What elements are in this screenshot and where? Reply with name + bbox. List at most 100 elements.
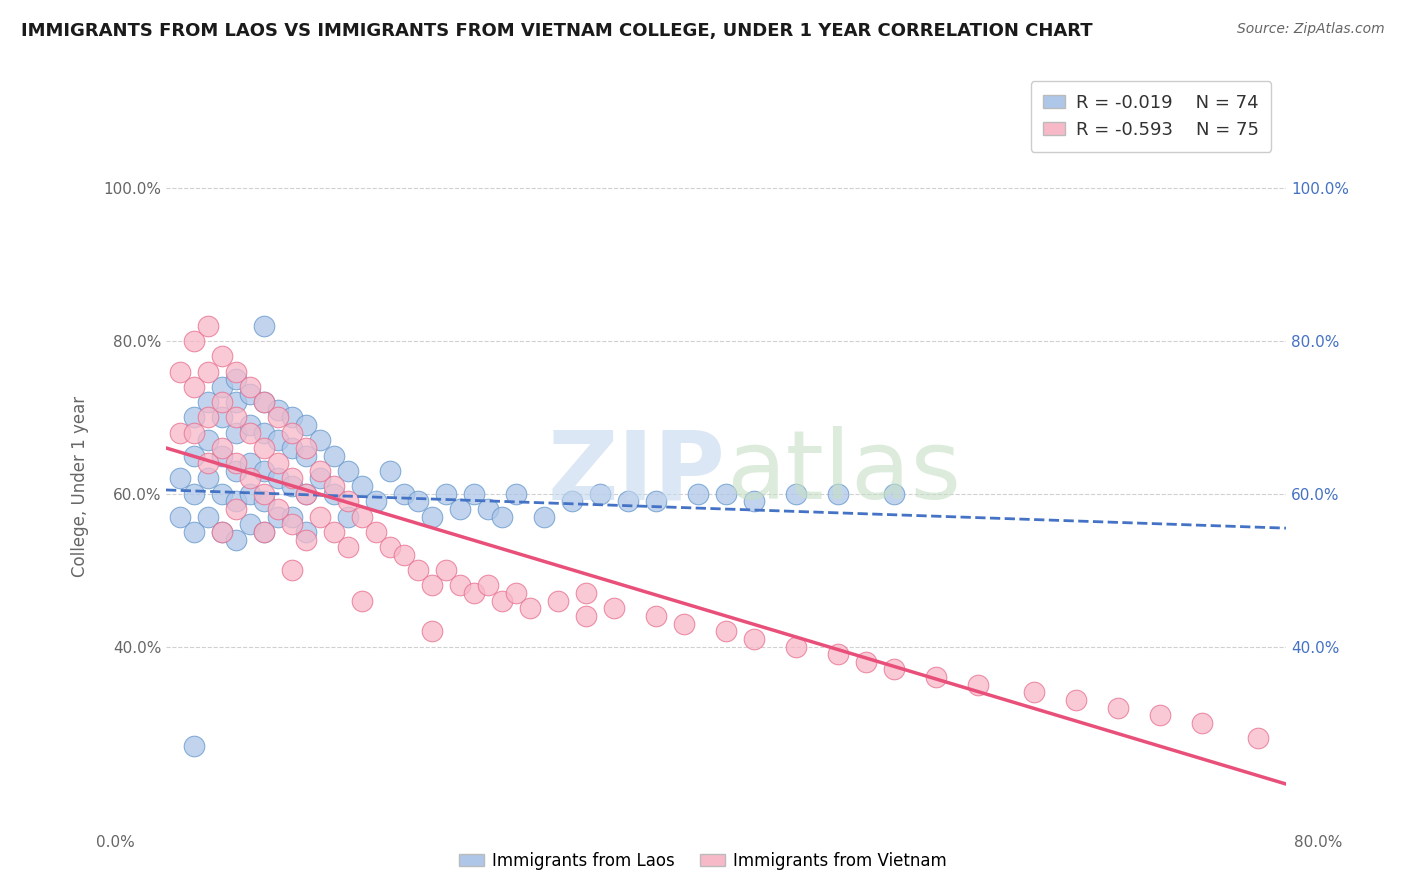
Point (519, 601, 541, 615)
Point (239, 417, 262, 432)
Point (239, 471, 262, 485)
Point (197, 509, 219, 524)
Point (463, 487, 485, 501)
Point (449, 502, 471, 516)
Point (211, 487, 233, 501)
Text: ZIP: ZIP (548, 426, 725, 519)
Point (336, 509, 359, 524)
Point (491, 509, 513, 524)
Text: Source: ZipAtlas.com: Source: ZipAtlas.com (1237, 22, 1385, 37)
Point (169, 509, 191, 524)
Point (827, 487, 849, 501)
Point (883, 487, 905, 501)
Point (420, 509, 443, 524)
Text: 0.0%: 0.0% (96, 836, 135, 850)
Point (183, 739, 205, 753)
Point (211, 449, 233, 463)
Text: 80.0%: 80.0% (1295, 836, 1343, 850)
Point (967, 678, 990, 692)
Point (211, 410, 233, 425)
Point (1149, 708, 1171, 723)
Point (295, 417, 318, 432)
Point (309, 471, 332, 485)
Point (589, 487, 612, 501)
Point (295, 487, 318, 501)
Point (183, 524, 205, 539)
Point (336, 494, 359, 508)
Point (742, 632, 765, 646)
Point (281, 509, 304, 524)
Point (197, 471, 219, 485)
Point (855, 655, 877, 669)
Point (183, 334, 205, 348)
Point (253, 318, 276, 333)
Point (295, 487, 318, 501)
Point (197, 434, 219, 448)
Point (406, 494, 429, 508)
Point (575, 609, 598, 624)
Point (169, 365, 191, 379)
Point (211, 524, 233, 539)
Point (239, 425, 262, 440)
Point (505, 586, 527, 600)
Point (253, 524, 276, 539)
Legend: R = -0.019    N = 74, R = -0.593    N = 75: R = -0.019 N = 74, R = -0.593 N = 75 (1031, 81, 1271, 152)
Point (197, 456, 219, 470)
Point (434, 563, 457, 577)
Point (785, 487, 807, 501)
Point (295, 524, 318, 539)
Point (309, 434, 332, 448)
Point (281, 479, 304, 493)
Point (323, 487, 346, 501)
Point (225, 410, 247, 425)
Point (336, 464, 359, 478)
Point (505, 487, 527, 501)
Point (211, 349, 233, 363)
Point (267, 502, 290, 516)
Point (645, 494, 668, 508)
Point (267, 471, 290, 485)
Point (281, 563, 304, 577)
Point (169, 471, 191, 485)
Point (225, 456, 247, 470)
Text: IMMIGRANTS FROM LAOS VS IMMIGRANTS FROM VIETNAM COLLEGE, UNDER 1 YEAR CORRELATIO: IMMIGRANTS FROM LAOS VS IMMIGRANTS FROM … (21, 22, 1092, 40)
Point (350, 509, 373, 524)
Point (183, 487, 205, 501)
Point (1107, 700, 1129, 714)
Point (686, 487, 709, 501)
Point (211, 441, 233, 455)
Point (785, 640, 807, 654)
Point (253, 395, 276, 409)
Point (183, 410, 205, 425)
Point (225, 464, 247, 478)
Point (253, 425, 276, 440)
Point (336, 540, 359, 554)
Point (420, 578, 443, 592)
Point (281, 471, 304, 485)
Point (295, 441, 318, 455)
Point (211, 395, 233, 409)
Point (883, 662, 905, 676)
Point (575, 586, 598, 600)
Point (267, 509, 290, 524)
Point (714, 487, 737, 501)
Point (197, 318, 219, 333)
Point (183, 449, 205, 463)
Point (211, 524, 233, 539)
Point (533, 509, 555, 524)
Point (225, 365, 247, 379)
Point (225, 502, 247, 516)
Point (211, 380, 233, 394)
Point (1064, 693, 1087, 707)
Point (672, 616, 695, 631)
Point (239, 456, 262, 470)
Point (925, 670, 948, 684)
Point (392, 487, 415, 501)
Point (239, 487, 262, 501)
Point (309, 464, 332, 478)
Point (378, 464, 401, 478)
Point (742, 494, 765, 508)
Point (364, 524, 387, 539)
Point (309, 509, 332, 524)
Point (392, 548, 415, 562)
